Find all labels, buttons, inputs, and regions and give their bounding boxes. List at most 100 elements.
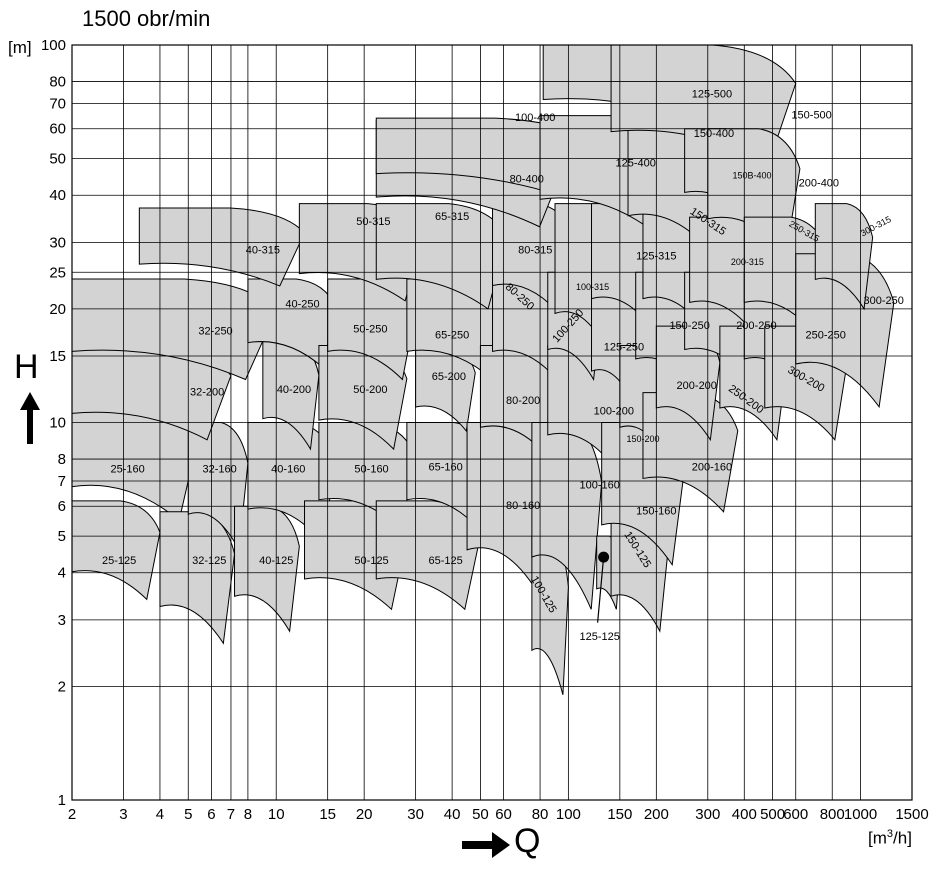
field-label-200-160: 200-160 bbox=[692, 461, 732, 473]
field-label-65-125: 65-125 bbox=[428, 555, 462, 567]
x-tick-label-1000: 1000 bbox=[844, 806, 877, 823]
y-tick-label-60: 60 bbox=[49, 121, 66, 138]
right-arrow-icon bbox=[462, 832, 510, 858]
plot-frame bbox=[71, 44, 913, 801]
y-tick-label-4: 4 bbox=[58, 565, 66, 582]
y-tick-label-3: 3 bbox=[58, 612, 66, 629]
field-label-100-315: 100-315 bbox=[576, 282, 609, 292]
x-tick-label-8: 8 bbox=[244, 806, 252, 823]
y-tick-label-70: 70 bbox=[49, 95, 66, 112]
x-tick-label-60: 60 bbox=[495, 806, 512, 823]
y-tick-label-15: 15 bbox=[49, 348, 66, 365]
y-tick-label-20: 20 bbox=[49, 301, 66, 318]
x-tick-label-100: 100 bbox=[556, 806, 581, 823]
field-label-125-315: 125-315 bbox=[636, 251, 676, 263]
field-label-65-160: 65-160 bbox=[428, 461, 462, 473]
field-label-65-250: 65-250 bbox=[435, 329, 469, 341]
x-tick-label-30: 30 bbox=[407, 806, 424, 823]
field-label-125-250: 125-250 bbox=[604, 341, 644, 353]
field-label-150-200: 150-200 bbox=[626, 434, 659, 444]
field-label-40-160: 40-160 bbox=[271, 464, 305, 476]
field-label-250-250: 250-250 bbox=[806, 329, 846, 341]
pump-field-40-315 bbox=[138, 207, 306, 287]
x-tick-label-500: 500 bbox=[760, 806, 785, 823]
field-label-32-125: 32-125 bbox=[192, 555, 226, 567]
field-label-40-315: 40-315 bbox=[246, 245, 280, 257]
field-label-150B-400: 150B-400 bbox=[732, 170, 771, 180]
field-label-40-250: 40-250 bbox=[285, 299, 319, 311]
x-tick-label-800: 800 bbox=[820, 806, 845, 823]
field-label-25-125: 25-125 bbox=[102, 555, 136, 567]
field-label-50-160: 50-160 bbox=[354, 464, 388, 476]
y-tick-label-80: 80 bbox=[49, 74, 66, 91]
field-label-150-160: 150-160 bbox=[636, 506, 676, 518]
annotation-dot bbox=[598, 551, 610, 563]
field-label-40-125: 40-125 bbox=[259, 555, 293, 567]
field-label-80-315: 80-315 bbox=[518, 245, 552, 257]
field-label-200-200: 200-200 bbox=[677, 380, 717, 392]
field-label-200-315: 200-315 bbox=[731, 257, 764, 267]
field-label-100-160: 100-160 bbox=[580, 480, 620, 492]
x-tick-label-400: 400 bbox=[732, 806, 757, 823]
x-tick-label-150: 150 bbox=[607, 806, 632, 823]
x-axis-letter: Q bbox=[514, 822, 541, 860]
x-tick-label-80: 80 bbox=[532, 806, 549, 823]
field-label-65-200: 65-200 bbox=[432, 371, 466, 383]
field-label-80-400: 80-400 bbox=[510, 174, 544, 186]
pump-field-25-125 bbox=[71, 500, 161, 601]
y-tick-label-5: 5 bbox=[58, 528, 66, 545]
field-label-50-315: 50-315 bbox=[356, 216, 390, 228]
y-tick-label-7: 7 bbox=[58, 473, 66, 490]
x-tick-label-1500: 1500 bbox=[895, 806, 928, 823]
y-tick-label-50: 50 bbox=[49, 151, 66, 168]
y-tick-label-10: 10 bbox=[49, 415, 66, 432]
field-label-32-200: 32-200 bbox=[190, 387, 224, 399]
x-tick-label-40: 40 bbox=[444, 806, 461, 823]
x-tick-label-600: 600 bbox=[783, 806, 808, 823]
field-label-200-400: 200-400 bbox=[799, 177, 839, 189]
field-label-80-200: 80-200 bbox=[506, 395, 540, 407]
field-label-50-125: 50-125 bbox=[354, 555, 388, 567]
x-tick-label-50: 50 bbox=[472, 806, 489, 823]
up-arrow-icon bbox=[20, 392, 40, 444]
chart-title: 1500 obr/min bbox=[82, 6, 211, 31]
annotation-leader-line bbox=[597, 557, 605, 623]
y-axis-unit: [m] bbox=[8, 38, 32, 57]
field-label-200-250: 200-250 bbox=[736, 320, 776, 332]
y-axis-letter: H bbox=[14, 348, 39, 386]
x-tick-label-6: 6 bbox=[207, 806, 215, 823]
x-tick-label-5: 5 bbox=[184, 806, 192, 823]
field-label-150-400: 150-400 bbox=[694, 128, 734, 140]
field-label-150-500: 150-500 bbox=[791, 110, 831, 122]
field-label-50-250: 50-250 bbox=[353, 324, 387, 336]
y-tick-label-6: 6 bbox=[58, 498, 66, 515]
x-axis-unit: [m3/h] bbox=[868, 828, 912, 848]
field-label-32-160: 32-160 bbox=[202, 464, 236, 476]
field-label-100-200: 100-200 bbox=[594, 405, 634, 417]
y-tick-label-8: 8 bbox=[58, 451, 66, 468]
y-tick-label-25: 25 bbox=[49, 264, 66, 281]
x-tick-label-200: 200 bbox=[644, 806, 669, 823]
field-label-80-160: 80-160 bbox=[506, 500, 540, 512]
field-label-65-315: 65-315 bbox=[435, 211, 469, 223]
x-tick-label-15: 15 bbox=[319, 806, 336, 823]
x-tick-label-4: 4 bbox=[156, 806, 164, 823]
field-label-40-200: 40-200 bbox=[277, 384, 311, 396]
y-tick-label-100: 100 bbox=[41, 37, 66, 54]
y-tick-label-2: 2 bbox=[58, 678, 66, 695]
y-tick-label-30: 30 bbox=[49, 234, 66, 251]
y-tick-label-40: 40 bbox=[49, 187, 66, 204]
x-tick-label-2: 2 bbox=[68, 806, 76, 823]
field-label-150-250: 150-250 bbox=[669, 320, 709, 332]
field-label-125-500: 125-500 bbox=[692, 88, 732, 100]
field-label-300-250: 300-250 bbox=[863, 295, 903, 307]
x-tick-label-10: 10 bbox=[268, 806, 285, 823]
x-tick-label-300: 300 bbox=[695, 806, 720, 823]
x-tick-label-7: 7 bbox=[227, 806, 235, 823]
x-tick-label-20: 20 bbox=[356, 806, 373, 823]
field-label-125-125: 125-125 bbox=[580, 631, 620, 643]
field-label-32-250: 32-250 bbox=[198, 326, 232, 338]
x-tick-label-3: 3 bbox=[119, 806, 127, 823]
field-label-50-200: 50-200 bbox=[353, 384, 387, 396]
